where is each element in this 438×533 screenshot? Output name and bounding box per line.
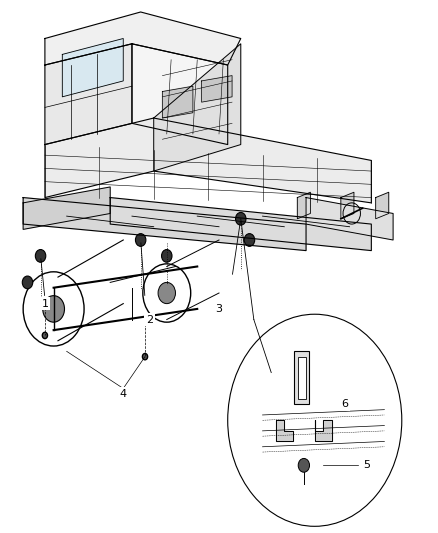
Polygon shape — [23, 187, 110, 229]
Polygon shape — [45, 44, 132, 144]
Polygon shape — [297, 192, 311, 219]
Circle shape — [236, 213, 246, 225]
Polygon shape — [276, 420, 293, 441]
Polygon shape — [201, 76, 232, 102]
Polygon shape — [110, 198, 371, 251]
Text: 5: 5 — [364, 461, 371, 470]
Bar — [294, 351, 309, 405]
Polygon shape — [62, 38, 123, 97]
Circle shape — [35, 249, 46, 262]
Circle shape — [135, 233, 146, 246]
Circle shape — [244, 233, 254, 246]
Polygon shape — [23, 198, 306, 251]
Polygon shape — [315, 420, 332, 441]
Text: 2: 2 — [146, 314, 153, 325]
Polygon shape — [376, 192, 389, 219]
Polygon shape — [132, 44, 228, 144]
Text: 1: 1 — [42, 298, 49, 309]
Text: 4: 4 — [120, 389, 127, 399]
Polygon shape — [45, 12, 241, 65]
Polygon shape — [306, 198, 393, 240]
Circle shape — [42, 332, 47, 338]
Polygon shape — [341, 192, 354, 219]
Circle shape — [22, 276, 33, 289]
Circle shape — [162, 249, 172, 262]
Text: 3: 3 — [215, 304, 223, 314]
Polygon shape — [162, 86, 193, 118]
Polygon shape — [154, 44, 241, 171]
Polygon shape — [45, 118, 371, 203]
Circle shape — [142, 353, 148, 360]
Circle shape — [43, 296, 64, 322]
Text: 6: 6 — [342, 399, 349, 409]
Circle shape — [158, 282, 176, 304]
Circle shape — [298, 458, 310, 472]
Bar — [298, 357, 305, 399]
